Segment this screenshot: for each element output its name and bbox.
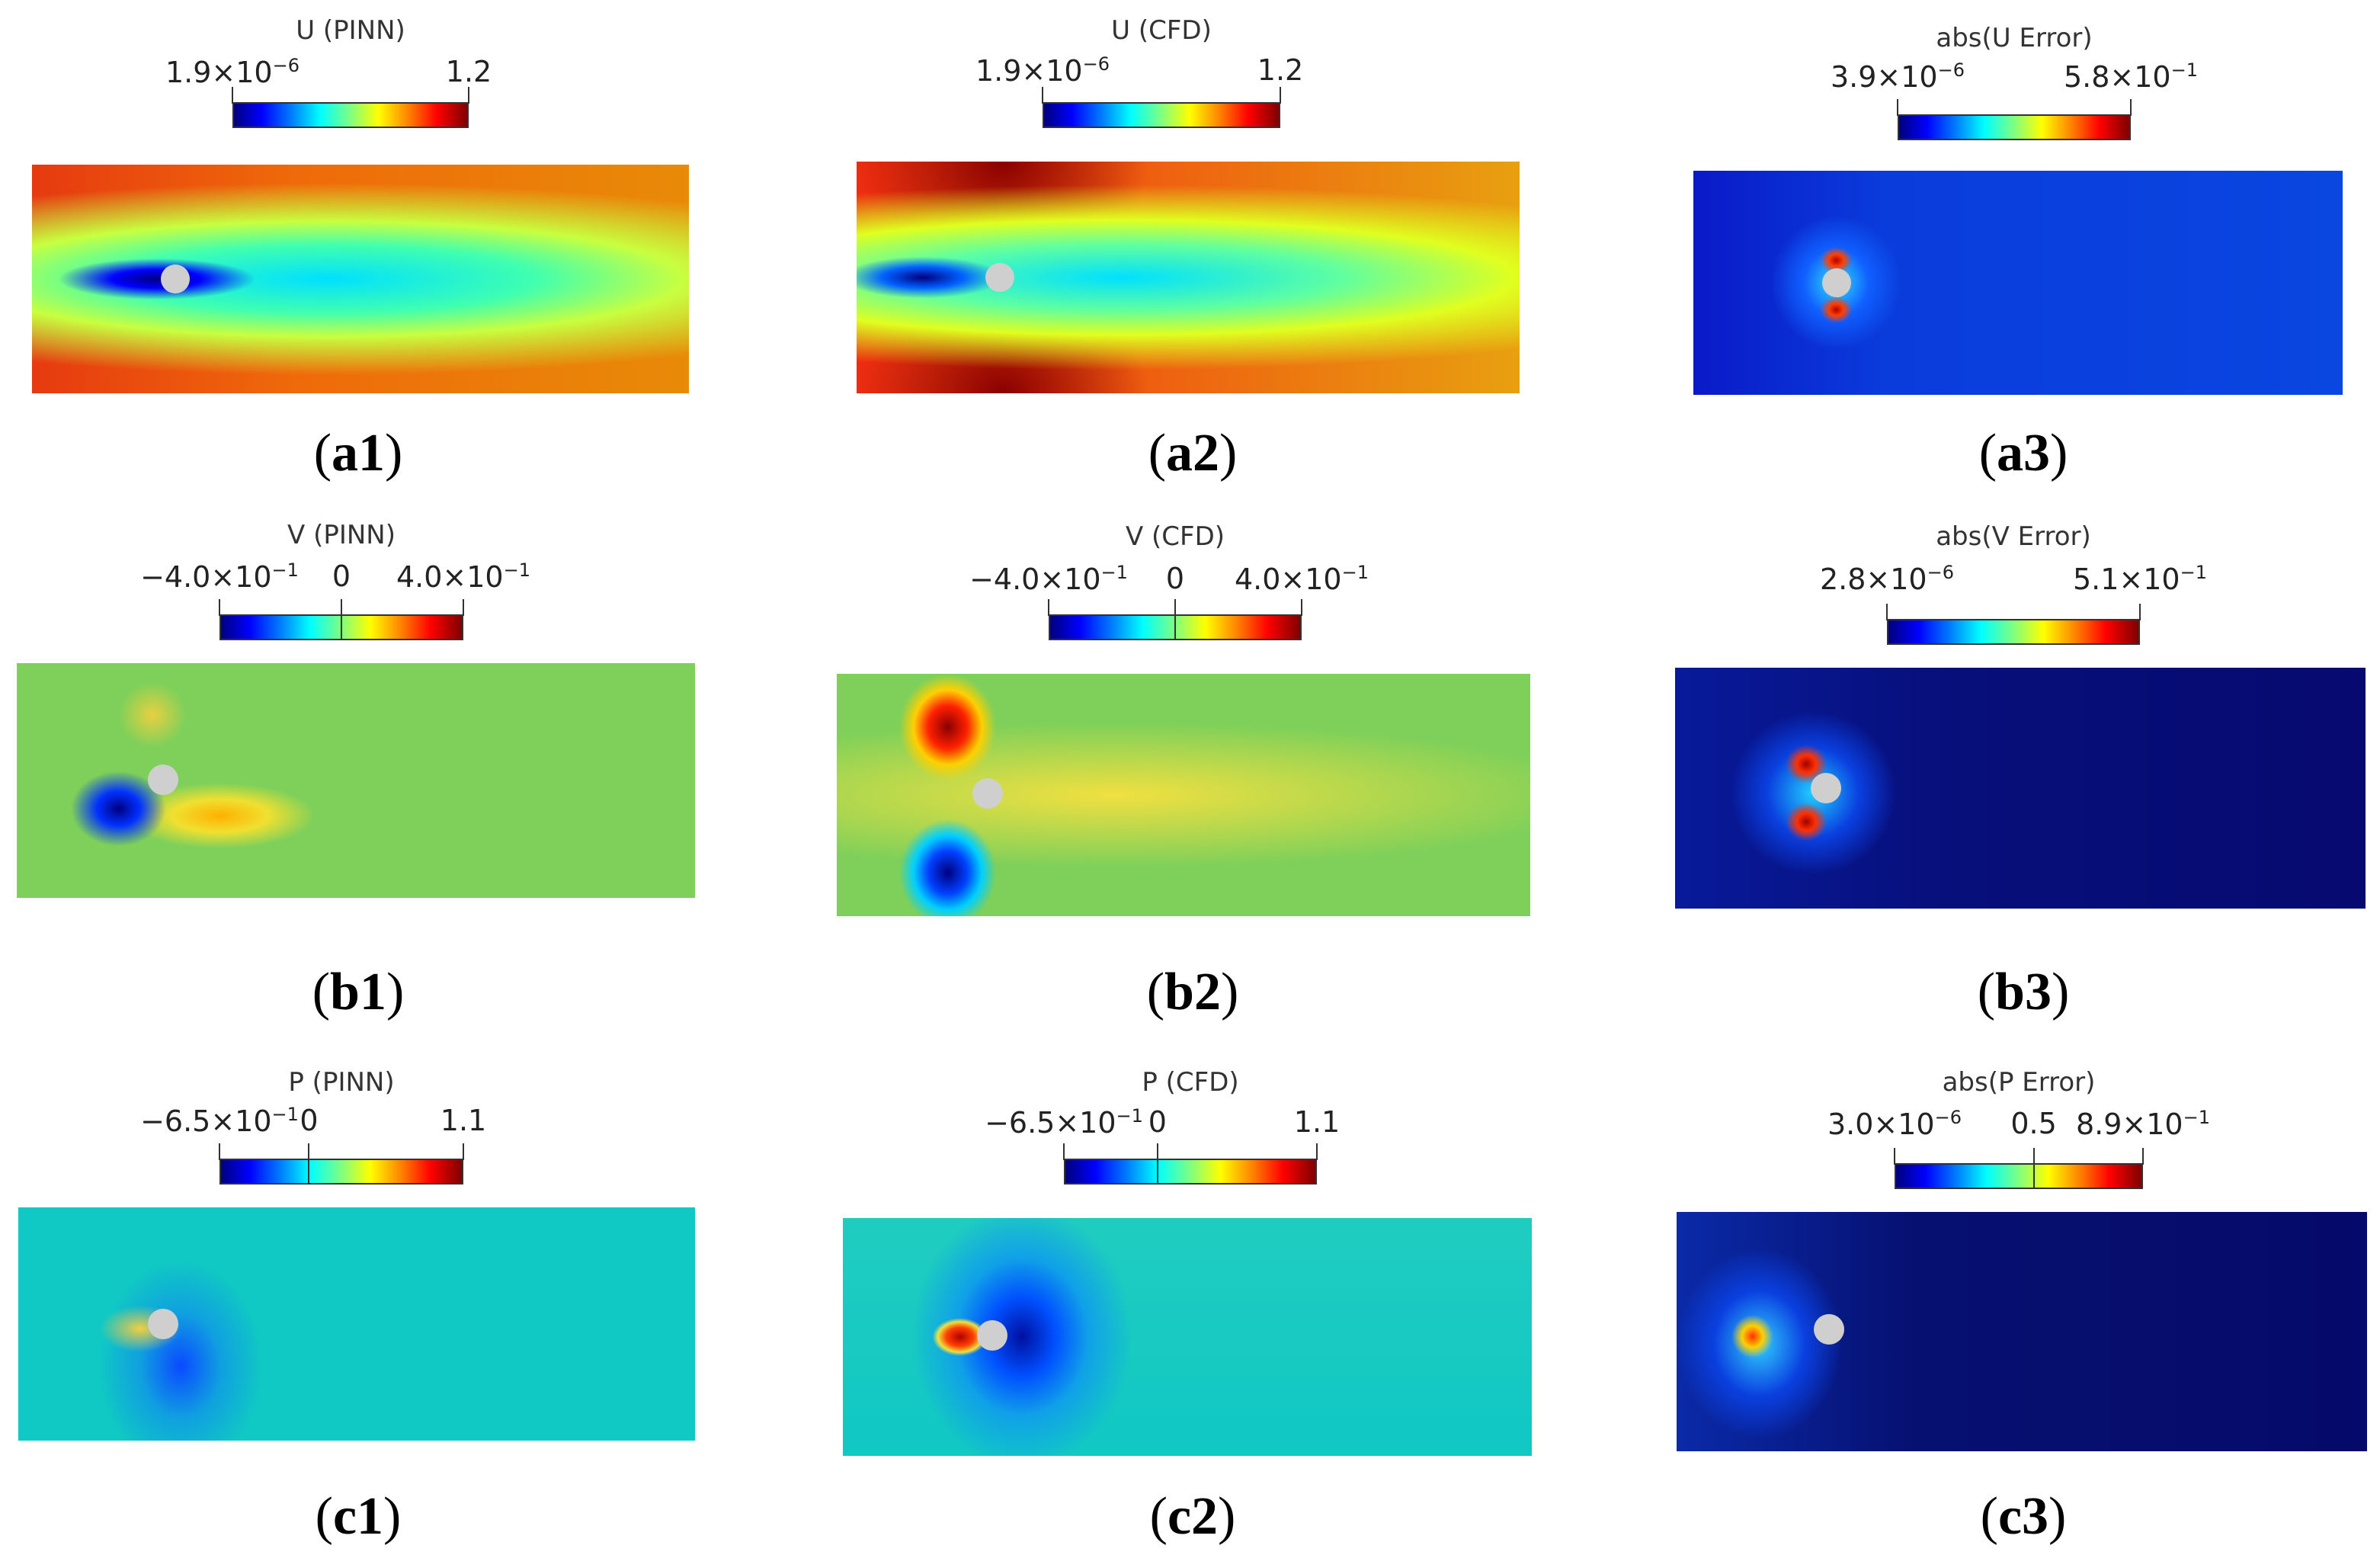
- panel-label: (b2): [1146, 963, 1239, 1021]
- colorbar-mid-label: 0: [332, 559, 351, 593]
- colorbar-tick-mark: [1897, 99, 1898, 116]
- cylinder-obstacle: [148, 765, 178, 795]
- cylinder-obstacle: [977, 1320, 1007, 1351]
- colorbar-title: P (PINN): [288, 1067, 395, 1098]
- colorbar-tick-mark: [232, 87, 233, 104]
- flow-field-plot: [837, 674, 1530, 916]
- colorbar-tick-mark: [219, 599, 220, 616]
- colorbar-tick-mark: [219, 1143, 220, 1160]
- colorbar-max-label: 4.0×10−1: [396, 559, 531, 594]
- flow-field-plot: [1693, 171, 2343, 395]
- colorbar-max-label: 8.9×10−1: [2075, 1107, 2211, 1141]
- flow-field-plot: [18, 1207, 695, 1441]
- colorbar-max-label: 1.1: [440, 1104, 487, 1137]
- cylinder-obstacle: [148, 1309, 178, 1339]
- colorbar-max-label: 5.1×10−1: [2072, 562, 2208, 596]
- colorbar-tick-mark: [1048, 599, 1049, 616]
- colorbar-max-label: 1.2: [1257, 53, 1304, 87]
- colorbar-title: V (CFD): [1125, 521, 1225, 552]
- panel-label: (c2): [1149, 1487, 1236, 1546]
- cylinder-obstacle: [1811, 773, 1841, 803]
- colorbar-tick-mark: [468, 87, 469, 104]
- colorbar-tick-mark: [1301, 599, 1302, 616]
- colorbar: [1898, 114, 2131, 140]
- colorbar-tick-mark: [1886, 604, 1888, 620]
- colorbar-tick-mark: [1042, 87, 1043, 104]
- flow-field-plot: [1675, 668, 2366, 909]
- colorbar-title: abs(U Error): [1936, 23, 2093, 53]
- panel-label: (a2): [1148, 424, 1238, 482]
- colorbar-min-label: −6.5×10−1: [985, 1105, 1143, 1140]
- colorbar-title: U (CFD): [1111, 15, 1212, 46]
- cylinder-obstacle: [985, 263, 1014, 292]
- colorbar-min-label: −4.0×10−1: [969, 562, 1128, 596]
- colorbar-min-label: 3.9×10−6: [1830, 59, 1965, 94]
- cylinder-obstacle: [1814, 1314, 1844, 1345]
- colorbar-min-label: 1.9×10−6: [975, 53, 1110, 88]
- flow-field-plot: [843, 1218, 1532, 1456]
- colorbar-min-label: 1.9×10−6: [165, 55, 300, 89]
- colorbar-title: abs(P Error): [1942, 1067, 2096, 1098]
- colorbar: [1043, 102, 1280, 128]
- colorbar-mid-label: 0: [300, 1104, 319, 1137]
- colorbar-max-label: 4.0×10−1: [1234, 562, 1369, 596]
- colorbar-tick-mark: [1894, 1148, 1895, 1165]
- colorbar-min-label: 3.0×10−6: [1827, 1107, 1962, 1141]
- colorbar: [1887, 619, 2140, 645]
- colorbar-mid-label: 0.5: [2010, 1107, 2057, 1140]
- colorbar-tick-mark: [2142, 1148, 2144, 1165]
- colorbar-tick-mark: [2032, 1148, 2035, 1189]
- colorbar-title: P (CFD): [1142, 1067, 1239, 1098]
- panel-label: (b3): [1977, 963, 2070, 1021]
- colorbar-tick-mark: [1280, 87, 1281, 104]
- colorbar-mid-label: 0: [1148, 1105, 1167, 1139]
- colorbar-min-label: 2.8×10−6: [1819, 562, 1955, 596]
- panel-label: (c3): [1980, 1487, 2067, 1546]
- colorbar-tick-mark: [463, 599, 464, 616]
- colorbar-title: U (PINN): [296, 15, 405, 46]
- colorbar-title: V (PINN): [287, 520, 396, 550]
- colorbar-tick-mark: [2130, 99, 2132, 116]
- panel-label: (a3): [1978, 424, 2068, 482]
- colorbar: [232, 102, 469, 128]
- panel-label: (c1): [315, 1487, 402, 1546]
- flow-field-plot: [32, 165, 689, 393]
- colorbar-title: abs(V Error): [1936, 521, 2091, 552]
- colorbar: [219, 1159, 463, 1185]
- cylinder-obstacle: [972, 778, 1003, 809]
- colorbar-tick-mark: [1156, 1143, 1158, 1185]
- colorbar-min-label: −6.5×10−1: [140, 1104, 299, 1138]
- colorbar-max-label: 1.1: [1293, 1105, 1341, 1139]
- colorbar-tick-mark: [1174, 599, 1176, 640]
- colorbar-tick-mark: [1316, 1143, 1318, 1160]
- colorbar-tick-mark: [341, 599, 342, 640]
- flow-field-plot: [17, 663, 695, 898]
- colorbar: [1895, 1163, 2143, 1189]
- flow-field-plot: [1677, 1212, 2367, 1451]
- cylinder-obstacle: [161, 264, 190, 293]
- colorbar-tick-mark: [1063, 1143, 1065, 1160]
- colorbar: [1064, 1159, 1317, 1185]
- panel-label: (a1): [313, 424, 403, 482]
- cylinder-obstacle: [1822, 268, 1851, 297]
- colorbar-tick-mark: [308, 1143, 310, 1185]
- colorbar-tick-mark: [463, 1143, 464, 1160]
- colorbar-max-label: 1.2: [445, 55, 492, 88]
- colorbar-tick-mark: [2139, 604, 2141, 620]
- flow-field-plot: [857, 162, 1520, 393]
- colorbar-mid-label: 0: [1165, 562, 1185, 595]
- colorbar-max-label: 5.8×10−1: [2063, 59, 2199, 94]
- panel-label: (b1): [312, 963, 405, 1021]
- colorbar-min-label: −4.0×10−1: [140, 559, 299, 594]
